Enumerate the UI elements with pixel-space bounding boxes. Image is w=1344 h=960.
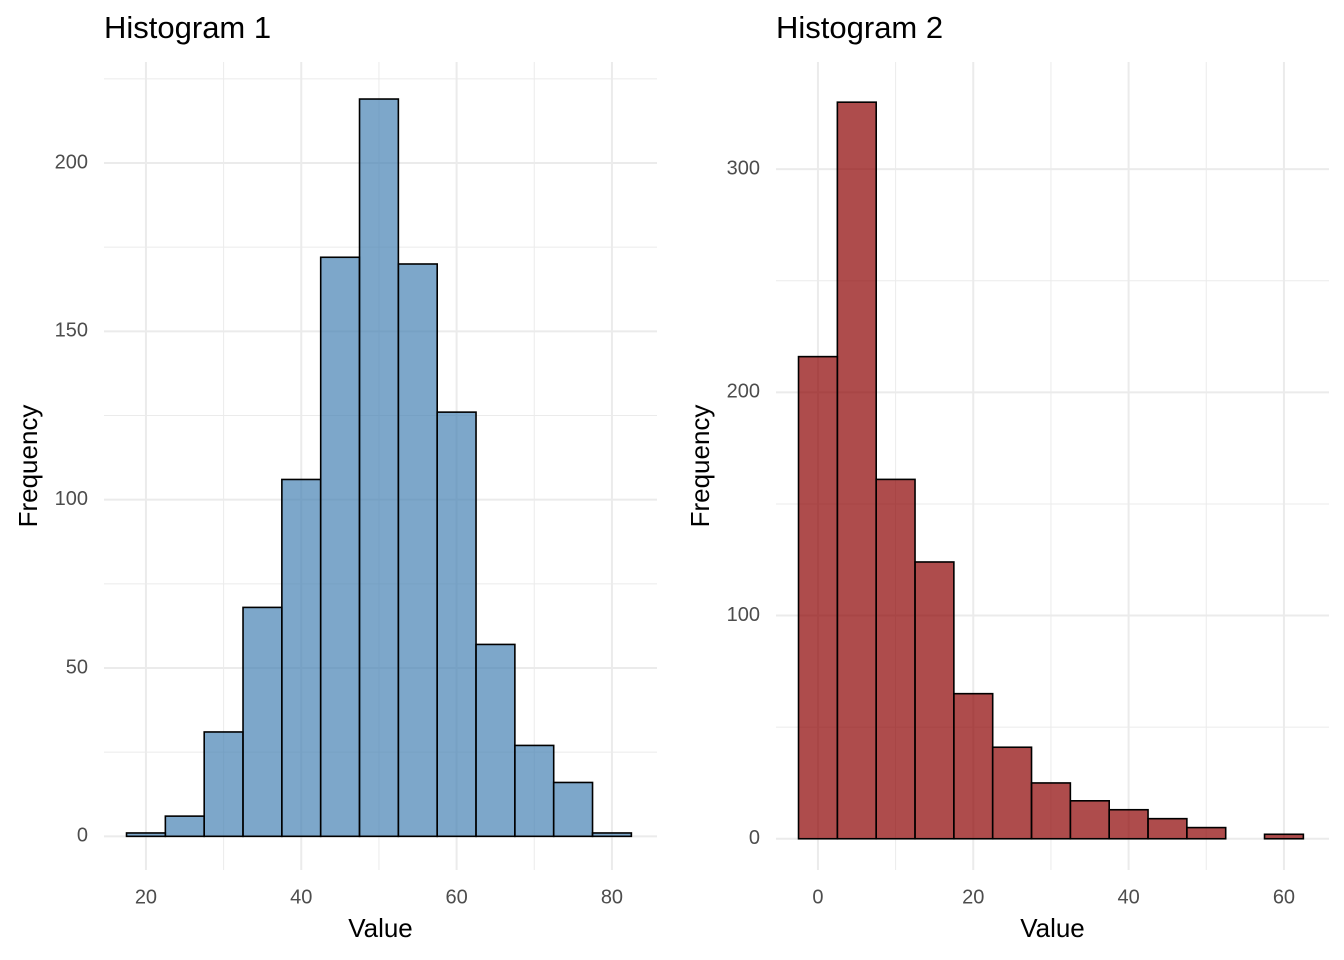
bar — [1186, 826, 1227, 840]
y-axis-title: Frequency — [685, 405, 715, 528]
bar — [397, 263, 438, 838]
bar — [1069, 800, 1110, 840]
bar — [164, 815, 205, 838]
bar — [203, 731, 244, 838]
bar — [914, 561, 955, 840]
bar — [552, 781, 594, 838]
x-axis-title: Value — [348, 913, 413, 943]
bar — [953, 692, 994, 840]
y-tick-label: 50 — [66, 656, 88, 678]
bar — [797, 355, 839, 840]
y-tick-label: 0 — [77, 825, 88, 847]
bar — [475, 643, 516, 838]
y-tick-label: 300 — [727, 157, 760, 179]
chart-title: Histogram 2 — [776, 10, 943, 45]
y-tick-label: 150 — [55, 320, 88, 342]
bar — [836, 101, 877, 840]
x-tick-label: 80 — [601, 886, 623, 908]
bar — [242, 606, 283, 838]
bar — [436, 411, 477, 838]
bar — [1263, 833, 1305, 840]
x-tick-label: 20 — [135, 886, 157, 908]
bar — [1030, 782, 1072, 840]
x-tick-label: 0 — [812, 886, 823, 908]
bar — [358, 98, 400, 838]
chart-title: Histogram 1 — [104, 10, 271, 45]
bar — [125, 832, 167, 838]
x-tick-label: 60 — [1273, 886, 1295, 908]
x-tick-label: 40 — [1117, 886, 1139, 908]
x-tick-label: 20 — [962, 886, 984, 908]
x-tick-label: 40 — [290, 886, 312, 908]
bar — [991, 746, 1033, 840]
y-tick-label: 0 — [749, 827, 760, 849]
bar — [1108, 808, 1149, 840]
y-tick-label: 100 — [55, 488, 88, 510]
bar — [281, 478, 322, 838]
y-axis-title: Frequency — [13, 405, 43, 528]
bar — [319, 256, 361, 838]
y-tick-label: 100 — [727, 604, 760, 626]
bar — [591, 832, 633, 838]
bar — [875, 478, 916, 840]
x-axis-title: Value — [1020, 913, 1085, 943]
y-tick-label: 200 — [55, 151, 88, 173]
x-tick-label: 60 — [445, 886, 467, 908]
bar — [514, 744, 555, 838]
y-tick-label: 200 — [727, 381, 760, 403]
bar — [1147, 817, 1188, 840]
